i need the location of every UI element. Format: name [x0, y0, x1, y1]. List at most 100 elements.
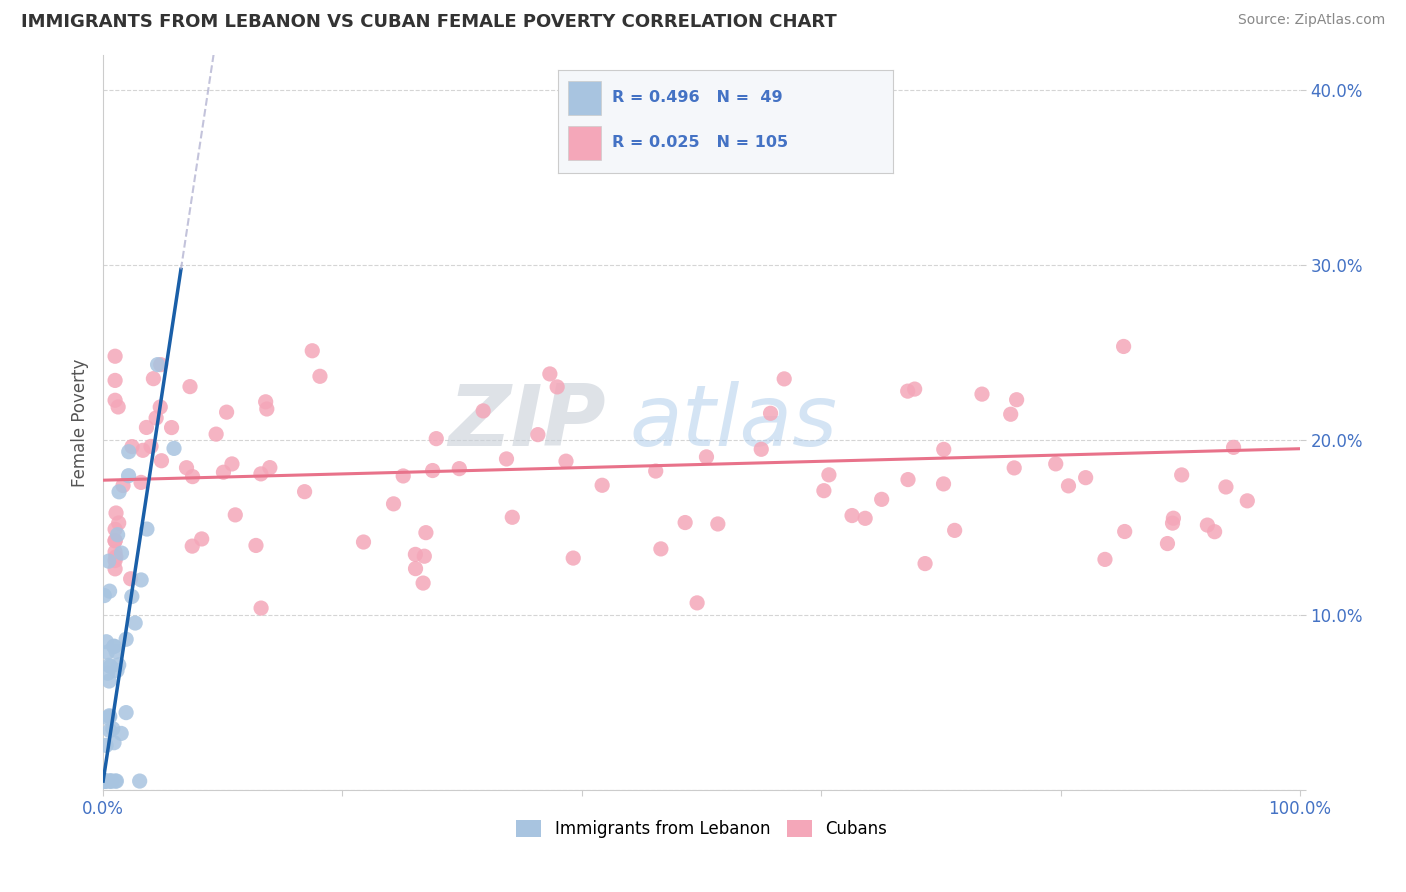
Point — [591, 478, 613, 492]
Point — [1074, 470, 1097, 484]
Point — [96, 645, 118, 659]
Point — [98, 708, 121, 723]
Point — [105, 645, 128, 659]
Point — [190, 532, 212, 546]
Text: Source: ZipAtlas.com: Source: ZipAtlas.com — [1237, 13, 1385, 28]
Point — [104, 549, 127, 564]
Point — [107, 657, 129, 672]
Point — [93, 774, 115, 789]
Point — [117, 468, 139, 483]
Point — [97, 711, 120, 725]
Point — [115, 632, 138, 647]
Point — [405, 561, 427, 575]
Point — [1114, 524, 1136, 539]
Point — [897, 473, 920, 487]
Point — [93, 774, 115, 789]
Point — [707, 516, 730, 531]
Text: atlas: atlas — [630, 381, 838, 464]
Point — [135, 420, 157, 434]
Point — [224, 508, 246, 522]
Point — [1000, 407, 1022, 421]
Point — [870, 492, 893, 507]
Point — [105, 664, 128, 678]
Point — [124, 615, 146, 630]
Point — [112, 478, 135, 492]
Point — [104, 373, 127, 387]
Point — [104, 533, 127, 548]
Point — [118, 444, 141, 458]
Point — [100, 774, 122, 789]
Point — [673, 516, 696, 530]
Point — [1005, 392, 1028, 407]
Point — [160, 420, 183, 434]
Point — [422, 464, 444, 478]
Point — [181, 539, 204, 553]
Point — [1215, 480, 1237, 494]
Point — [897, 384, 920, 398]
Point — [103, 640, 125, 654]
Point — [1002, 461, 1025, 475]
Point — [686, 596, 709, 610]
Point — [101, 722, 124, 736]
Point — [205, 427, 228, 442]
Point — [841, 508, 863, 523]
Point — [555, 454, 578, 468]
Point — [425, 432, 447, 446]
Point — [121, 590, 143, 604]
Point — [98, 774, 121, 789]
Point — [129, 573, 152, 587]
Point — [1236, 493, 1258, 508]
Point — [139, 439, 162, 453]
Point — [1222, 440, 1244, 454]
Point — [449, 461, 471, 475]
Point — [136, 522, 159, 536]
Point — [97, 554, 120, 568]
Point — [215, 405, 238, 419]
Point — [221, 457, 243, 471]
Point — [245, 538, 267, 552]
Point — [100, 659, 122, 673]
Point — [120, 572, 142, 586]
Point — [94, 739, 117, 753]
Point — [1170, 467, 1192, 482]
Point — [104, 774, 127, 789]
Point — [94, 774, 117, 789]
Point — [1045, 457, 1067, 471]
Point — [813, 483, 835, 498]
Point — [107, 527, 129, 541]
Point — [104, 393, 127, 408]
Point — [644, 464, 666, 478]
Text: ZIP: ZIP — [449, 381, 606, 464]
Point — [749, 442, 772, 457]
Point — [301, 343, 323, 358]
Point — [101, 774, 124, 789]
Point — [212, 465, 235, 479]
Point — [149, 358, 172, 372]
Point — [98, 709, 121, 723]
Point — [98, 723, 121, 738]
Point — [914, 557, 936, 571]
Point — [103, 640, 125, 654]
Point — [104, 533, 127, 548]
Point — [353, 535, 375, 549]
Point — [413, 549, 436, 564]
Point — [149, 400, 172, 414]
Point — [853, 511, 876, 525]
Text: IMMIGRANTS FROM LEBANON VS CUBAN FEMALE POVERTY CORRELATION CHART: IMMIGRANTS FROM LEBANON VS CUBAN FEMALE … — [21, 13, 837, 31]
Point — [105, 774, 128, 789]
Point — [128, 774, 150, 789]
Point — [97, 666, 120, 681]
Point — [176, 460, 198, 475]
Point — [94, 774, 117, 789]
Point — [412, 576, 434, 591]
Point — [98, 584, 121, 599]
Point — [104, 545, 127, 559]
Point — [129, 475, 152, 490]
Point — [145, 411, 167, 425]
Point — [121, 440, 143, 454]
Point — [1112, 339, 1135, 353]
Point — [259, 460, 281, 475]
Point — [98, 673, 121, 688]
Point — [1094, 552, 1116, 566]
Point — [104, 522, 127, 536]
